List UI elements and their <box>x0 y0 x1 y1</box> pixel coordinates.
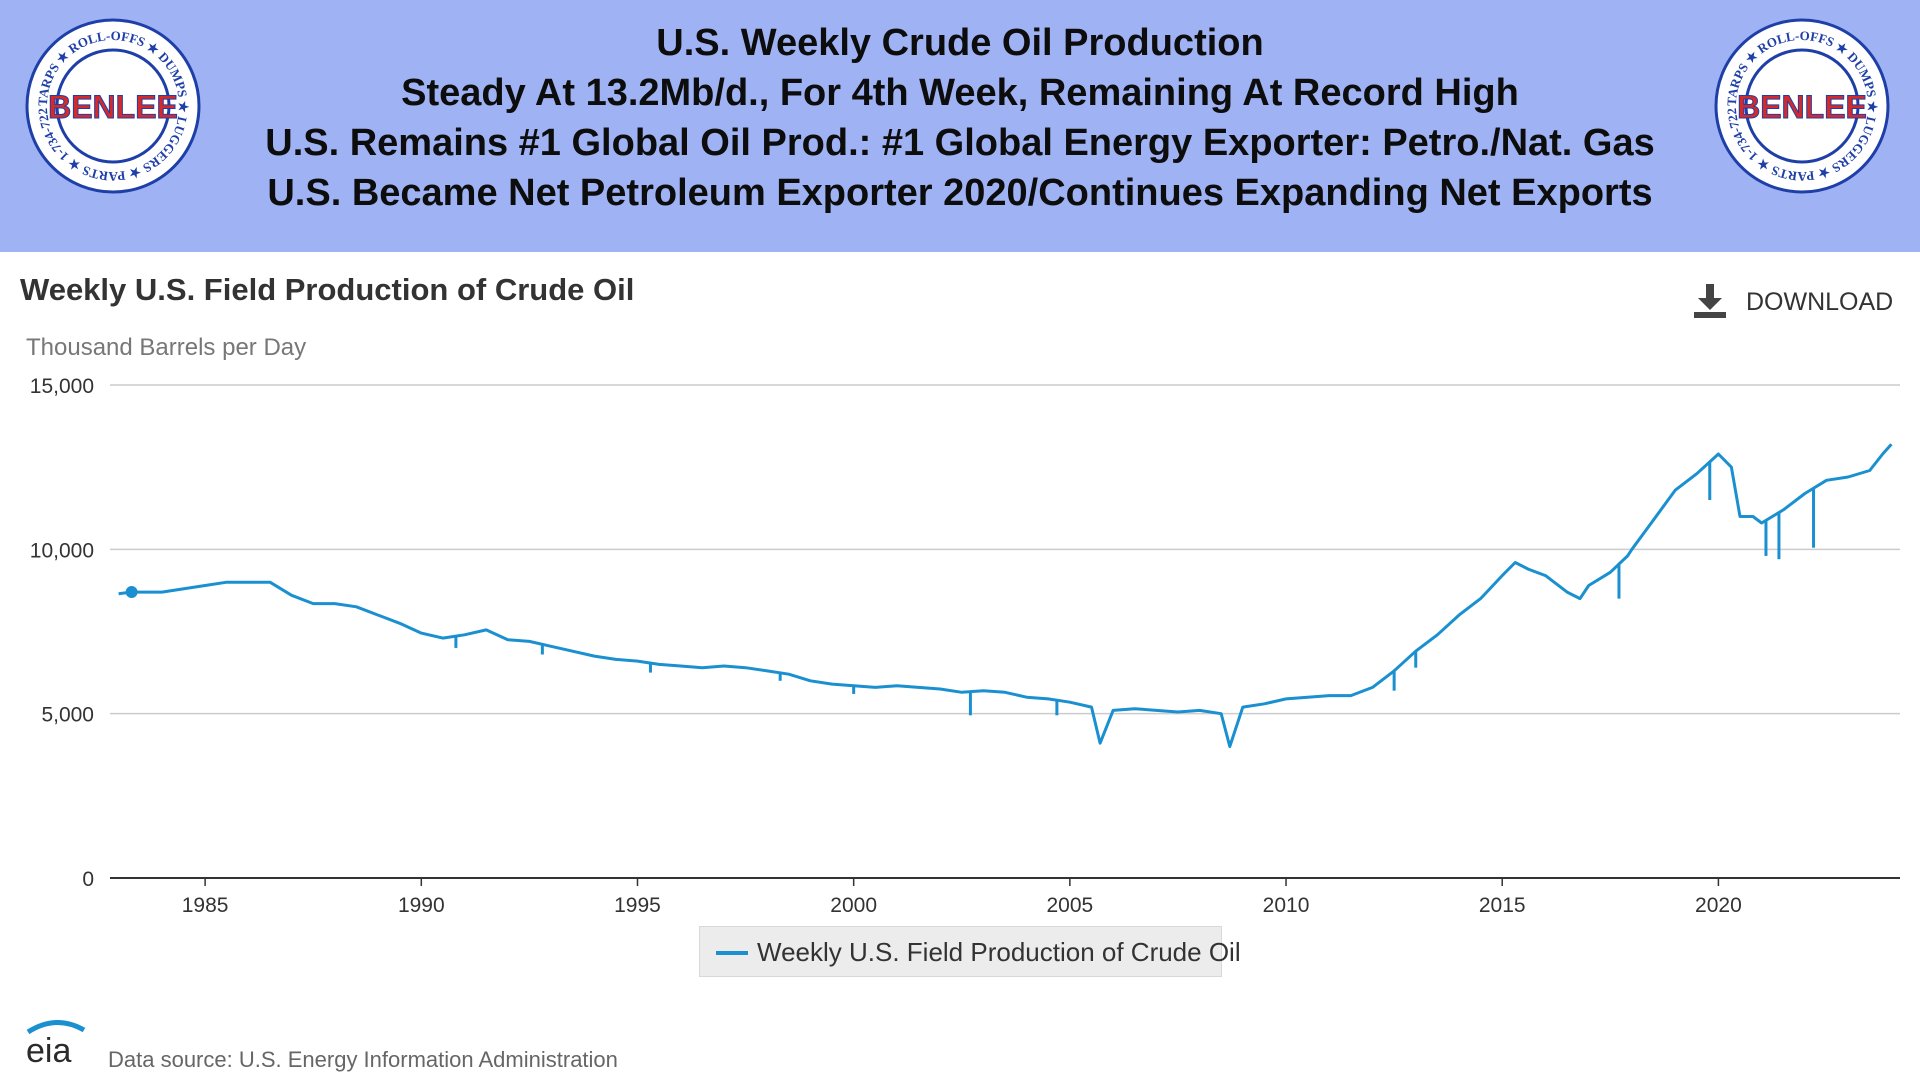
y-tick-label: 10,000 <box>30 539 94 562</box>
x-tick-labels: 1985 1990 1995 2000 2005 2010 2015 2020 <box>182 878 1742 917</box>
logo-name: BENLEE <box>1737 89 1867 125</box>
series-marker <box>125 586 138 599</box>
chart-title: Weekly U.S. Field Production of Crude Oi… <box>20 272 635 307</box>
x-tick-label: 2000 <box>830 894 877 917</box>
legend-swatch <box>716 951 748 955</box>
headline-line-1: U.S. Weekly Crude Oil Production <box>656 22 1264 64</box>
headline-line-3: U.S. Remains #1 Global Oil Prod.: #1 Glo… <box>265 122 1655 164</box>
gridlines <box>110 384 1900 879</box>
y-tick-label: 0 <box>82 868 94 891</box>
logo-name: BENLEE <box>48 89 178 125</box>
y-tick-labels: 0 5,000 10,000 15,000 <box>30 375 94 891</box>
download-button[interactable]: DOWNLOAD <box>1690 282 1894 322</box>
x-tick-label: 2015 <box>1479 894 1526 917</box>
y-tick-label: 5,000 <box>41 704 94 727</box>
eia-logo: eia <box>26 1020 86 1066</box>
x-tick-label: 1985 <box>182 894 229 917</box>
x-tick-label: 2005 <box>1046 894 1093 917</box>
legend-label: Weekly U.S. Field Production of Crude Oi… <box>757 937 1241 967</box>
benlee-logo-left: TARPS ★ ROLL-OFFS ★ DUMPS ★ LUGGERS ★ PA… <box>25 18 201 194</box>
download-icon <box>1694 284 1726 318</box>
x-tick-label: 1990 <box>398 894 445 917</box>
headline-line-4: U.S. Became Net Petroleum Exporter 2020/… <box>267 172 1653 214</box>
data-source-note: Data source: U.S. Energy Information Adm… <box>108 1047 618 1072</box>
benlee-logo-right: TARPS ★ ROLL-OFFS ★ DUMPS ★ LUGGERS ★ PA… <box>1714 18 1890 194</box>
x-tick-label: 1995 <box>614 894 661 917</box>
x-tick-label: 2010 <box>1263 894 1310 917</box>
line-chart: Thousand Barrels per Day 0 5,000 10,000 15,… <box>26 334 1900 917</box>
download-label: DOWNLOAD <box>1746 288 1894 316</box>
eia-logo-text: eia <box>26 1032 71 1066</box>
title-banner: U.S. Weekly Crude Oil Production Steady … <box>0 0 1920 252</box>
y-tick-label: 15,000 <box>30 375 94 398</box>
x-tick-label: 2020 <box>1695 894 1742 917</box>
series-line-crude-oil <box>118 443 1893 748</box>
y-axis-label: Thousand Barrels per Day <box>26 334 306 361</box>
headline-line-2: Steady At 13.2Mb/d., For 4th Week, Remai… <box>401 72 1519 114</box>
legend[interactable]: Weekly U.S. Field Production of Crude Oi… <box>699 926 1241 977</box>
series-spikes <box>454 461 1816 716</box>
